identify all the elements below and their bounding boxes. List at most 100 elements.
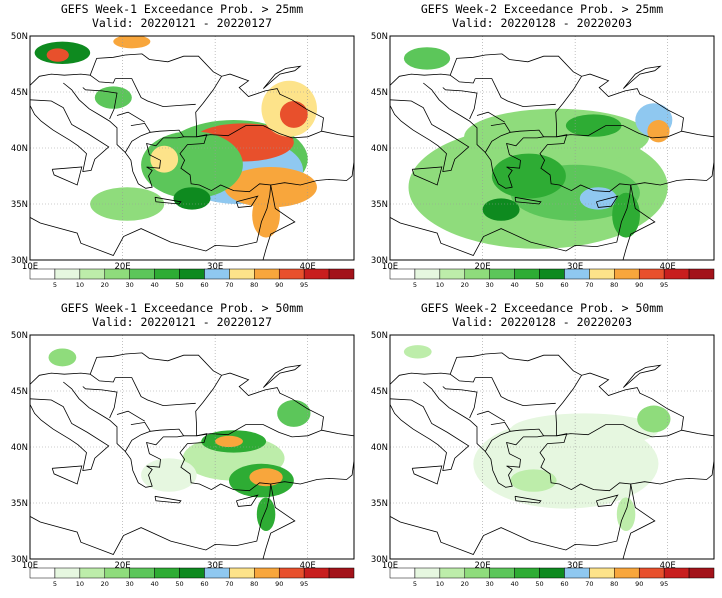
lat-tick-label: 35N xyxy=(371,499,388,509)
coastline xyxy=(236,195,259,208)
colorbar-swatch xyxy=(638,567,665,579)
probability-region xyxy=(579,187,617,210)
colorbar-swatch xyxy=(29,268,56,280)
panel-valid-dates: Valid: 20220121 - 20220127 xyxy=(91,16,272,30)
panel-title: GEFS Week-2 Exceedance Prob. > 50mm xyxy=(420,301,664,315)
coastline xyxy=(30,82,272,256)
colorbar-swatch xyxy=(204,567,230,579)
coastline xyxy=(236,494,259,507)
coastline xyxy=(195,372,324,438)
coastline xyxy=(115,377,196,407)
lat-tick-label: 40N xyxy=(371,443,388,453)
colorbar-label: 70 xyxy=(225,281,233,289)
coastline xyxy=(390,82,632,256)
colorbar-swatch xyxy=(154,268,180,280)
lat-tick-label: 40N xyxy=(11,144,28,154)
coastline xyxy=(442,386,478,419)
colorbar-label: 10 xyxy=(76,580,84,588)
colorbar-label: 50 xyxy=(535,580,543,588)
colorbar-label: 20 xyxy=(101,281,109,289)
colorbar-swatch xyxy=(204,268,230,280)
probability-region xyxy=(113,36,151,49)
exceedance-map: 30N 35N 40N 45N 50N 10E 20E 30E 40E 5 10 20 30 40 50 60… xyxy=(371,32,715,289)
colorbar-label: 50 xyxy=(175,580,183,588)
coastlines xyxy=(390,352,714,559)
colorbar-label: 70 xyxy=(585,580,593,588)
coastline xyxy=(30,381,272,555)
colorbar-swatch xyxy=(564,567,590,579)
colorbar-swatch xyxy=(414,268,441,280)
lon-tick-label: 20E xyxy=(474,561,490,571)
lat-tick-label: 30N xyxy=(371,555,388,565)
probability-region xyxy=(279,100,308,128)
probability-region xyxy=(277,399,311,427)
colorbar-swatch xyxy=(328,268,355,280)
lat-tick-label: 30N xyxy=(11,555,28,565)
coastline xyxy=(390,99,470,172)
coastlines xyxy=(30,352,354,559)
colorbar-label: 60 xyxy=(200,281,208,289)
colorbar-label: 70 xyxy=(225,580,233,588)
colorbar-swatch xyxy=(514,268,540,280)
coastline xyxy=(390,53,582,86)
colorbar-swatch xyxy=(79,268,106,280)
colorbar-label: 5 xyxy=(413,281,417,289)
colorbar: 5 10 20 30 40 50 60 70 80 90 95 xyxy=(389,567,715,588)
colorbar-label: 50 xyxy=(175,281,183,289)
coastline xyxy=(475,377,556,407)
probability-region xyxy=(94,86,132,109)
coastline xyxy=(596,195,619,208)
colorbar-swatch xyxy=(229,268,255,280)
colorbar-swatch xyxy=(688,268,715,280)
lon-tick-label: 40E xyxy=(300,262,316,272)
coastline xyxy=(195,73,324,139)
coastline xyxy=(270,161,354,186)
coastline xyxy=(681,130,714,138)
probability-region xyxy=(616,497,636,531)
colorbar-label: 20 xyxy=(461,281,469,289)
lon-tick-label: 40E xyxy=(660,561,676,571)
exceedance-map: 30N 35N 40N 45N 50N 10E 20E 30E 40E 5 10 20 30 40 50 60… xyxy=(11,32,355,289)
probability-region xyxy=(90,187,165,221)
lon-tick-label: 20E xyxy=(114,561,130,571)
coastline xyxy=(449,373,476,383)
lon-tick-label: 20E xyxy=(114,262,130,272)
lat-tick-label: 45N xyxy=(11,387,28,397)
coastline xyxy=(124,131,151,153)
coastline xyxy=(484,430,511,452)
colorbar-label: 10 xyxy=(436,281,444,289)
colorbar-swatch xyxy=(514,567,540,579)
colorbar-label: 90 xyxy=(275,580,283,588)
colorbar-swatch xyxy=(489,268,515,280)
panel-week2-25mm: GEFS Week-2 Exceedance Prob. > 25mm Vali… xyxy=(366,0,718,299)
colorbar-swatch xyxy=(179,268,205,280)
colorbar-swatch xyxy=(54,567,81,579)
colorbar-swatch xyxy=(439,567,466,579)
colorbar-swatch xyxy=(229,567,255,579)
coastline xyxy=(442,87,478,120)
panel-week1-25mm: GEFS Week-1 Exceedance Prob. > 25mm Vali… xyxy=(6,0,358,299)
panel-week2-50mm: GEFS Week-2 Exceedance Prob. > 50mm Vali… xyxy=(366,299,718,598)
colorbar-swatch xyxy=(254,268,280,280)
colorbar-label: 10 xyxy=(436,580,444,588)
colorbar-swatch xyxy=(278,268,305,280)
coastlines xyxy=(30,53,354,260)
coastline xyxy=(270,460,354,485)
lat-tick-label: 40N xyxy=(11,443,28,453)
coastline xyxy=(514,495,542,504)
lat-tick-label: 50N xyxy=(11,331,28,341)
colorbar-label: 30 xyxy=(126,281,134,289)
exceedance-map: 30N 35N 40N 45N 50N 10E 20E 30E 40E 5 10 20 30 40 50 60… xyxy=(11,331,355,588)
probability-region xyxy=(510,469,557,492)
coastline xyxy=(116,410,146,422)
probability-region xyxy=(256,497,276,531)
colorbar: 5 10 20 30 40 50 60 70 80 90 95 xyxy=(389,268,715,289)
colorbar-label: 30 xyxy=(486,580,494,588)
coastline xyxy=(154,495,182,504)
colorbar-swatch xyxy=(129,268,155,280)
coastline xyxy=(154,196,182,205)
panel-title: GEFS Week-1 Exceedance Prob. > 25mm xyxy=(60,2,304,16)
map-frame xyxy=(389,334,715,560)
lat-tick-label: 30N xyxy=(371,256,388,266)
colorbar-swatch xyxy=(389,567,416,579)
